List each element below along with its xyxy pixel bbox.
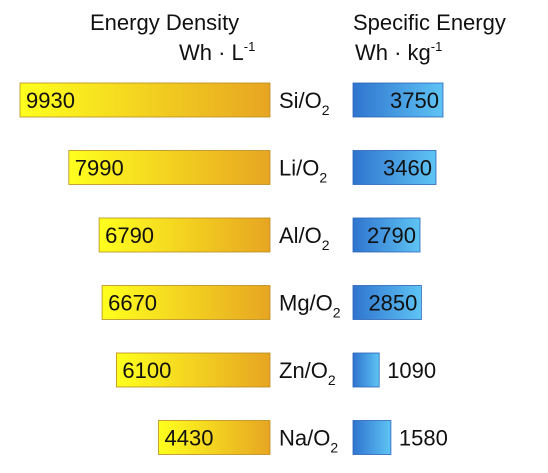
specific-energy-title: Specific Energy: [353, 10, 506, 35]
energy-density-bar-mg-o2: [101, 285, 271, 320]
category-label-na-o2: Na/O2: [279, 426, 338, 456]
specific-energy-bar-mg-o2: [352, 285, 422, 320]
energy-density-unit-text: Wh · L: [179, 40, 244, 65]
specific-energy-value-mg-o2: 2850: [368, 291, 417, 316]
energy-density-value-li-o2: 7990: [75, 156, 124, 181]
specific-energy-bar-al-o2: [352, 217, 421, 253]
specific-energy-bar-na-o2: [352, 420, 392, 455]
category-label-li-o2: Li/O2: [279, 156, 327, 186]
specific-energy-value-na-o2: 1580: [399, 426, 448, 451]
specific-energy-value-zn-o2: 1090: [387, 358, 436, 383]
energy-density-value-al-o2: 6790: [105, 223, 154, 248]
energy-density-bar-na-o2: [158, 420, 271, 455]
energy-density-value-mg-o2: 6670: [108, 291, 157, 316]
energy-density-bar-li-o2: [68, 150, 271, 185]
specific-energy-bar-zn-o2: [352, 352, 380, 388]
category-label-al-o2: Al/O2: [279, 223, 330, 253]
energy-density-bar-al-o2: [98, 217, 271, 253]
specific-energy-unit-exponent: -1: [430, 39, 443, 54]
specific-energy-unit: Wh · kg-1: [355, 40, 442, 66]
energy-density-unit: Wh · L-1: [179, 40, 255, 66]
energy-density-bar-si-o2: [19, 82, 271, 118]
category-label-zn-o2: Zn/O2: [279, 358, 336, 388]
specific-energy-value-li-o2: 3460: [383, 156, 432, 181]
category-label-mg-o2: Mg/O2: [279, 291, 341, 321]
energy-density-value-na-o2: 4430: [165, 426, 214, 451]
category-label-si-o2: Si/O2: [279, 88, 330, 118]
specific-energy-bar-si-o2: [352, 82, 444, 118]
specific-energy-bar-li-o2: [352, 150, 437, 185]
specific-energy-value-si-o2: 3750: [390, 88, 439, 113]
energy-density-unit-exponent: -1: [243, 39, 256, 54]
specific-energy-unit-text: Wh · kg: [355, 40, 431, 65]
energy-density-value-si-o2: 9930: [26, 88, 75, 113]
specific-energy-value-al-o2: 2790: [367, 223, 416, 248]
energy-density-title: Energy Density: [90, 10, 240, 35]
energy-density-value-zn-o2: 6100: [122, 358, 171, 383]
energy-density-bar-zn-o2: [116, 352, 271, 388]
